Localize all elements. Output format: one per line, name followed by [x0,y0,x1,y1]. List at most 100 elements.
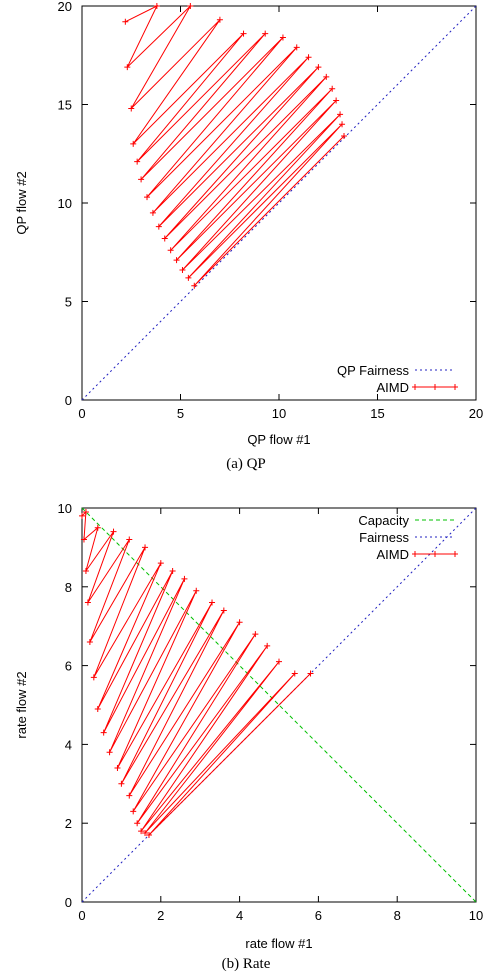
chart-marks [79,507,477,903]
data-point [337,111,344,118]
x-tick-label: 2 [157,908,164,923]
series-line-aimd [125,4,345,287]
legend-label-qp-fairness: QP Fairness [337,363,410,378]
y-axis-ticks: 0 5 10 15 20 [58,0,476,408]
data-point [236,619,243,626]
data-point [100,729,107,736]
data-point [240,30,247,37]
legend-marker [452,551,458,557]
y-tick-label: 10 [58,501,72,516]
data-point [333,97,340,104]
data-point [86,638,93,645]
chart-marks [81,3,477,401]
data-point [262,30,269,37]
panel-caption: (b) Rate [222,956,271,972]
data-point [329,85,336,92]
legend-marker [432,384,438,390]
data-point [80,536,87,543]
y-axis-label: QP flow #2 [14,171,29,234]
x-axis-label: QP flow #1 [247,432,310,447]
data-point [323,73,330,80]
x-axis-ticks: 0 2 4 6 8 10 [78,508,483,923]
legend-marker [452,384,458,390]
data-point [94,524,101,531]
y-tick-label: 5 [65,295,72,310]
data-point [157,560,164,567]
x-tick-label: 5 [177,406,184,421]
data-point [279,34,286,41]
y-tick-label: 4 [65,737,72,752]
x-tick-label: 0 [78,908,85,923]
panel-rate: 0 2 4 6 8 10 0 2 4 6 8 10 rate flow #1 rate flow #… [14,501,483,972]
data-point [264,642,271,649]
data-point [124,64,131,71]
data-point [155,223,162,230]
x-axis-label: rate flow #1 [245,936,312,951]
y-tick-label: 8 [65,580,72,595]
series-line-capacity [81,507,477,903]
data-point [193,587,200,594]
data-point [144,194,151,201]
data-point [138,176,145,183]
data-point [82,508,89,515]
data-point [138,828,145,835]
data-point [145,832,152,839]
x-tick-label: 6 [315,908,322,923]
data-point [90,674,97,681]
data-point [339,121,346,128]
y-tick-label: 2 [65,816,72,831]
x-tick-label: 0 [78,406,85,421]
data-point [216,16,223,23]
legend-label-capacity: Capacity [358,513,409,528]
x-tick-label: 20 [469,406,483,421]
data-point [173,257,180,264]
data-point [118,780,125,787]
legend-label-aimd: AIMD [377,380,410,395]
data-point [167,247,174,254]
data-point [291,670,298,677]
data-point [191,282,198,289]
x-tick-label: 4 [236,908,243,923]
data-point [252,631,259,638]
data-point [106,749,113,756]
data-point [185,274,192,281]
x-tick-label: 15 [370,406,384,421]
data-point [79,512,85,519]
panel-caption: (a) QP [226,456,266,472]
y-tick-label: 0 [65,895,72,910]
data-point [307,670,314,677]
data-point [94,705,101,712]
x-tick-label: 8 [394,908,401,923]
data-point [179,266,186,273]
y-tick-label: 15 [58,98,72,113]
data-point [130,808,137,815]
legend: QP Fairness AIMD [337,363,458,395]
data-point [181,575,188,582]
data-point [84,599,91,606]
data-point [153,3,160,9]
data-point [341,133,348,140]
y-tick-label: 10 [58,196,72,211]
legend-marker [412,551,418,557]
y-tick-label: 6 [65,659,72,674]
y-tick-label: 20 [58,0,72,14]
data-point [276,658,282,665]
data-point [142,544,149,551]
data-point [305,54,312,61]
data-point [134,158,141,165]
series-line-aimd [81,510,311,836]
legend-marker [432,551,438,557]
x-axis-ticks: 0 5 10 15 20 [78,6,483,421]
y-tick-label: 0 [65,393,72,408]
plot-frame [81,507,477,903]
data-point [82,568,89,575]
data-point [114,765,121,772]
x-tick-label: 10 [469,908,483,923]
data-point [161,235,168,242]
data-point [142,830,149,837]
data-point [187,3,194,9]
y-axis-ticks: 0 2 4 6 8 10 [58,501,476,910]
data-point [209,599,216,606]
